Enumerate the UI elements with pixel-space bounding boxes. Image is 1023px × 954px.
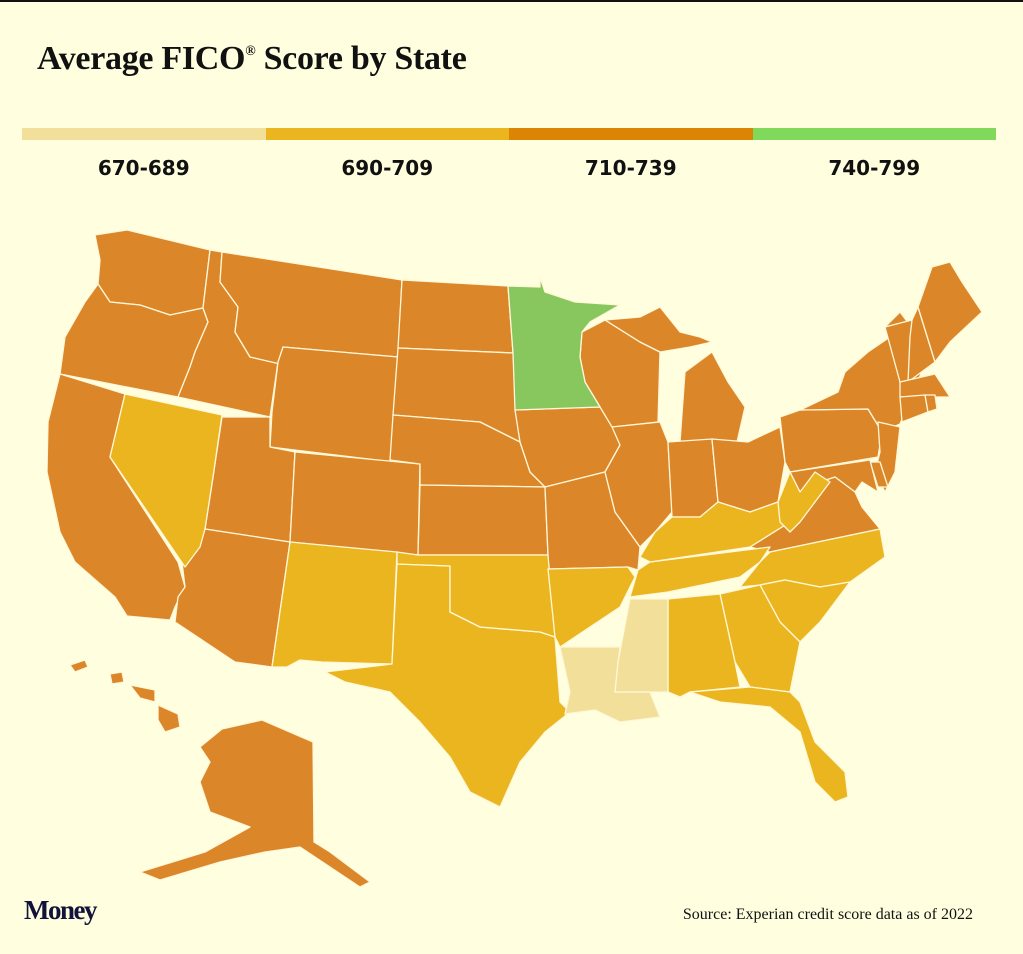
state-minnesota[interactable] [507, 276, 621, 411]
state-hawaii[interactable] [69, 659, 181, 733]
state-north-dakota[interactable] [397, 279, 514, 354]
state-colorado[interactable] [289, 451, 421, 556]
state-florida[interactable] [689, 686, 849, 803]
state-michigan-upper[interactable] [604, 306, 713, 353]
state-michigan[interactable] [679, 351, 746, 448]
page-title: Average FICO® Score by State [37, 40, 467, 78]
legend-item-690-709: 690-709 [265, 128, 509, 180]
legend-item-710-739: 710-739 [509, 128, 753, 180]
state-arkansas[interactable] [547, 566, 636, 648]
state-new-mexico[interactable] [271, 541, 398, 668]
state-maine[interactable] [917, 261, 983, 363]
legend-label: 710-739 [584, 156, 677, 180]
legend-label: 740-799 [828, 156, 921, 180]
legend-item-740-799: 740-799 [752, 128, 996, 180]
state-kansas[interactable] [417, 484, 549, 556]
state-georgia[interactable] [719, 584, 801, 693]
title-text: Average FICO [37, 40, 246, 77]
state-montana[interactable] [219, 251, 403, 365]
legend-label: 670-689 [97, 156, 190, 180]
state-nevada[interactable] [109, 393, 223, 568]
state-wyoming[interactable] [269, 346, 399, 463]
money-logo: Money [24, 895, 97, 925]
state-indiana[interactable] [667, 438, 719, 518]
legend: 670-689 690-709 710-739 740-799 [22, 128, 996, 180]
state-mississippi[interactable] [614, 598, 669, 693]
legend-swatch [22, 128, 266, 140]
source-note: Source: Experian credit score data as of… [682, 906, 973, 923]
state-west-virginia[interactable] [777, 471, 831, 533]
legend-swatch [752, 128, 996, 140]
title-text-rest: Score by State [255, 40, 467, 77]
state-new-hampshire[interactable] [907, 306, 936, 383]
state-massachusetts[interactable] [899, 373, 951, 398]
legend-label: 690-709 [341, 156, 434, 180]
state-ohio[interactable] [711, 426, 786, 513]
state-alaska[interactable] [139, 719, 371, 888]
state-illinois[interactable] [604, 421, 673, 548]
state-connecticut[interactable] [899, 394, 929, 423]
state-rhode-island[interactable] [924, 394, 938, 413]
legend-item-670-689: 670-689 [22, 128, 266, 180]
legend-swatch [509, 128, 753, 140]
legend-swatch [265, 128, 509, 140]
registered-mark: ® [245, 44, 256, 59]
